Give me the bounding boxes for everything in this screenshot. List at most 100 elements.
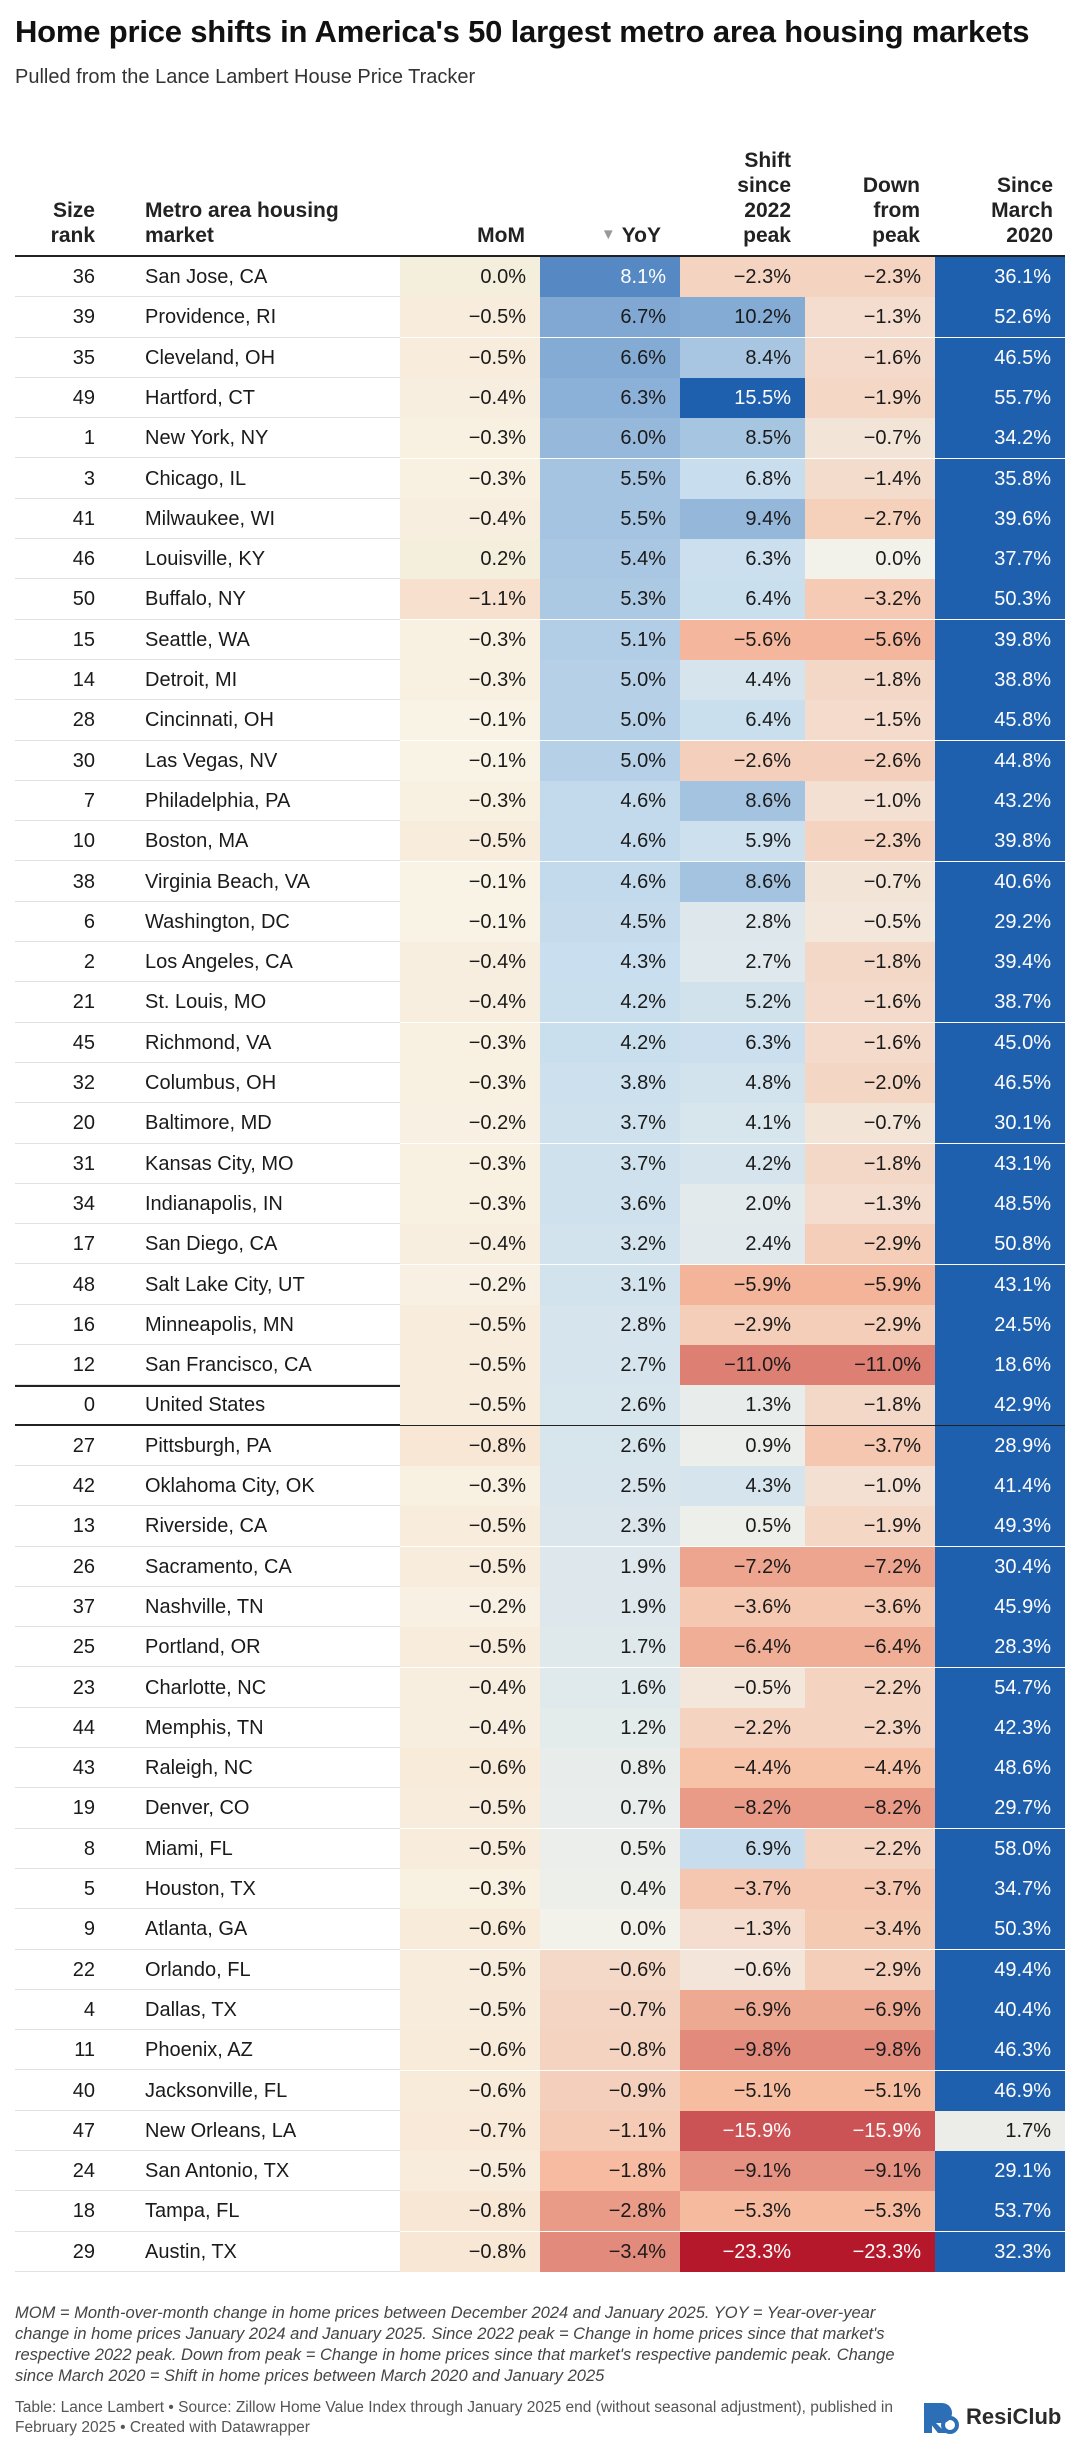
mom-cell: −0.5% (400, 337, 540, 378)
metro-name-cell: Orlando, FL (145, 1958, 251, 1981)
mom-cell: −0.3% (400, 1063, 540, 1103)
size-rank-cell: 21 (72, 991, 95, 1014)
mom-cell: −0.3% (400, 458, 540, 499)
mom-cell: −0.4% (400, 1667, 540, 1708)
since-cell: 36.1% (935, 257, 1065, 297)
yoy-cell: 5.5% (540, 498, 680, 539)
row-divider (15, 2270, 400, 2272)
mom-cell: −0.3% (400, 1183, 540, 1224)
since-cell: 38.8% (935, 660, 1065, 700)
down-cell: −0.7% (805, 861, 935, 902)
shift-cell: −2.2% (680, 1707, 805, 1748)
size-rank-cell: 17 (72, 1233, 95, 1256)
mom-cell: −0.2% (400, 1586, 540, 1627)
mom-cell: −0.4% (400, 942, 540, 983)
mom-cell: −0.5% (400, 1949, 540, 1990)
size-rank-cell: 16 (72, 1313, 95, 1336)
shift-cell: −15.9% (680, 2110, 805, 2151)
size-rank-cell: 14 (72, 669, 95, 691)
mom-cell: −0.3% (400, 1022, 540, 1063)
row-divider (15, 820, 400, 822)
metro-name-cell: Hartford, CT (145, 386, 256, 409)
shift-cell: −5.9% (680, 1264, 805, 1305)
size-rank-cell: 35 (72, 346, 95, 369)
table-row: 38 Virginia Beach, VA −0.1% 4.6% 8.6% −0.7% 40… (0, 861, 1065, 902)
yoy-cell: 0.8% (540, 1748, 680, 1789)
down-cell: −1.6% (805, 982, 935, 1023)
shift-cell: 2.4% (680, 1224, 805, 1265)
down-cell: −5.1% (805, 2070, 935, 2111)
mom-cell: −0.4% (400, 1707, 540, 1748)
since-cell: 45.9% (935, 1586, 1065, 1627)
down-cell: −15.9% (805, 2110, 935, 2151)
down-cell: −2.2% (805, 1828, 935, 1869)
size-rank-cell: 10 (72, 830, 95, 853)
shift-cell: 15.5% (680, 377, 805, 418)
yoy-cell: 2.6% (540, 1425, 680, 1466)
yoy-cell: 6.7% (540, 297, 680, 338)
metro-name-cell: Raleigh, NC (145, 1757, 253, 1780)
yoy-cell: 5.0% (540, 660, 680, 700)
mom-cell: −0.6% (400, 2070, 540, 2111)
metro-name-cell: Salt Lake City, UT (145, 1273, 305, 1296)
mom-cell: 0.2% (400, 539, 540, 580)
mom-cell: −0.1% (400, 740, 540, 781)
row-divider (15, 1787, 400, 1789)
down-cell: −3.7% (805, 1425, 935, 1466)
header-since[interactable]: Since March 2020 (991, 174, 1053, 247)
metro-name-cell: Baltimore, MD (145, 1112, 272, 1135)
header-shift[interactable]: Shift since 2022 peak (737, 149, 791, 247)
row-divider (15, 1464, 400, 1466)
metro-name-cell: Dallas, TX (145, 1998, 237, 2021)
header-down[interactable]: Down from peak (862, 174, 920, 247)
table-row: 31 Kansas City, MO −0.3% 3.7% 4.2% −1.8% 43.1% (0, 1143, 1065, 1184)
since-cell: 50.8% (935, 1224, 1065, 1265)
table-row: 41 Milwaukee, WI −0.4% 5.5% 9.4% −2.7% 39.6% (0, 498, 1065, 540)
metro-name-cell: Riverside, CA (145, 1515, 268, 1538)
down-cell: −2.9% (805, 1224, 935, 1265)
metro-name-cell: Boston, MA (145, 830, 249, 853)
metro-name-cell: San Antonio, TX (145, 2160, 290, 2183)
header-mom[interactable]: MoM (477, 224, 525, 247)
table-row: 47 New Orleans, LA −0.7% −1.1% −15.9% −15.9% 1… (0, 2110, 1065, 2152)
row-divider (15, 1102, 400, 1104)
since-cell: 28.3% (935, 1627, 1065, 1668)
metro-name-cell: Los Angeles, CA (145, 951, 293, 974)
metro-name-cell: San Diego, CA (145, 1233, 278, 1256)
row-divider (15, 1988, 400, 1990)
down-cell: −1.6% (805, 1022, 935, 1063)
resiclub-logo-icon (924, 2403, 959, 2434)
mom-cell: −0.4% (400, 498, 540, 539)
mom-cell: −0.1% (400, 700, 540, 741)
row-divider (15, 296, 400, 298)
yoy-cell: −1.1% (540, 2110, 680, 2151)
mom-cell: −0.5% (400, 1989, 540, 2030)
shift-cell: −2.6% (680, 740, 805, 781)
size-rank-cell: 25 (72, 1636, 95, 1659)
size-rank-cell: 49 (72, 386, 95, 409)
table-row: 23 Charlotte, NC −0.4% 1.6% −0.5% −2.2% 54.7% (0, 1667, 1065, 1708)
size-rank-cell: 8 (83, 1837, 95, 1860)
mom-cell: −0.3% (400, 1869, 540, 1909)
header-yoy[interactable]: ▼ YoY (600, 224, 661, 247)
down-cell: −1.6% (805, 337, 935, 378)
yoy-cell: 5.5% (540, 458, 680, 499)
row-divider (15, 2190, 400, 2192)
table-row: 37 Nashville, TN −0.2% 1.9% −3.6% −3.6% 45.9% (0, 1586, 1065, 1628)
table-row: 18 Tampa, FL −0.8% −2.8% −5.3% −5.3% 53.7% (0, 2191, 1065, 2232)
mom-cell: −0.3% (400, 780, 540, 821)
metro-name-cell: United States (145, 1394, 266, 1417)
metro-name-cell: New York, NY (145, 427, 269, 450)
yoy-cell: 6.3% (540, 377, 680, 418)
mom-cell: −0.1% (400, 901, 540, 942)
since-cell: 39.6% (935, 498, 1065, 539)
mom-cell: −0.2% (400, 1264, 540, 1305)
header-size-rank[interactable]: Size rank (50, 199, 95, 247)
down-cell: −2.3% (805, 1707, 935, 1748)
mom-cell: −0.5% (400, 1385, 540, 1426)
down-cell: −1.8% (805, 942, 935, 983)
shift-cell: 8.5% (680, 418, 805, 459)
resiclub-logo: ResiClub (920, 2395, 1061, 2439)
since-cell: 45.8% (935, 700, 1065, 741)
header-metro[interactable]: Metro area housing market (145, 199, 339, 247)
